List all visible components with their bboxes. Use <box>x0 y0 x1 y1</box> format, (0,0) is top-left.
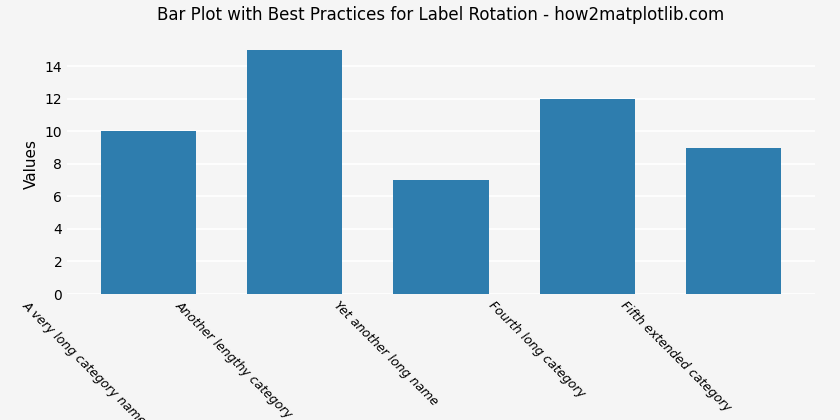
Y-axis label: Values: Values <box>24 139 39 189</box>
Bar <box>247 50 343 294</box>
Bar <box>539 99 635 294</box>
Bar <box>101 131 197 294</box>
Bar <box>393 180 489 294</box>
Bar <box>685 147 781 294</box>
Title: Bar Plot with Best Practices for Label Rotation - how2matplotlib.com: Bar Plot with Best Practices for Label R… <box>157 6 725 24</box>
